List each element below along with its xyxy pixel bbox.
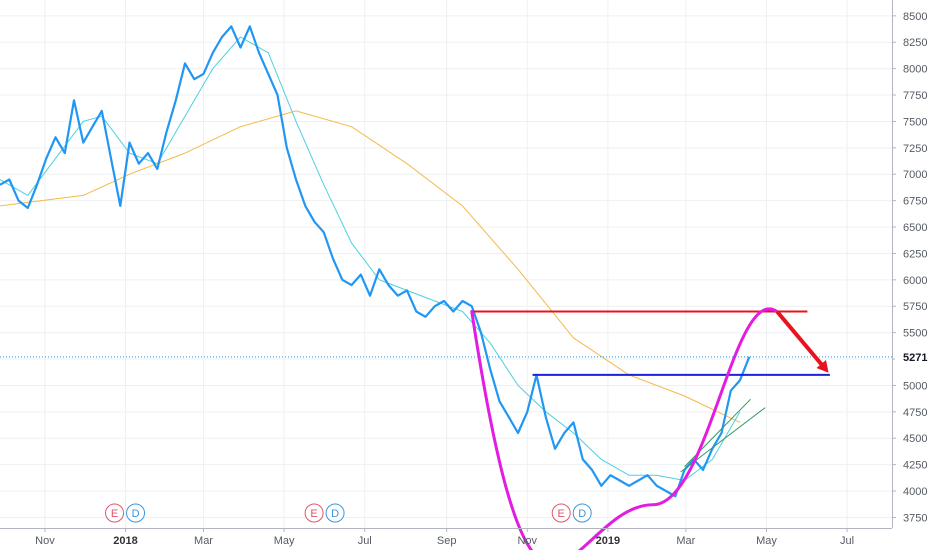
price-tick-label-4500: 4500: [903, 433, 927, 445]
price-tick-label-7500: 7500: [903, 116, 927, 128]
time-tick-label-2: Mar: [194, 535, 213, 547]
event-badge-circle: [325, 503, 345, 523]
event-badge-label: D: [331, 508, 339, 520]
price-tick-label-6500: 6500: [903, 222, 927, 234]
event-badge-label: E: [111, 508, 118, 520]
price-tick-label-5500: 5500: [903, 328, 927, 340]
event-badge-label: E: [310, 508, 317, 520]
price-axis[interactable]: 3750400042504500475050005250550057506000…: [892, 0, 932, 550]
price-tick-label-7750: 7750: [903, 90, 927, 102]
price-tick-label-8500: 8500: [903, 11, 927, 23]
event-badge-circle: [304, 503, 324, 523]
current-price-label-bg: [895, 348, 932, 365]
moving-average-slow-line: [0, 110, 741, 423]
time-axis[interactable]: Nov 2018 Mar May Jul Sep Nov 2019 Mar May Jul: [0, 528, 892, 547]
price-tick-label-3750: 3750: [903, 512, 927, 524]
price-tick-label-6250: 6250: [903, 248, 927, 260]
time-tick-label-9: May: [756, 535, 777, 547]
price-tick-label-6000: 6000: [903, 275, 927, 287]
current-price-label: 5271: [903, 352, 927, 364]
grid: [0, 0, 892, 528]
moving-average-fast: [0, 36, 741, 481]
time-tick-label-4: Jul: [358, 535, 372, 547]
price-axis-bg: [892, 0, 932, 550]
event-badge-e-2[interactable]: E: [551, 503, 571, 523]
breakdown-arrow-head: [816, 360, 829, 373]
event-badge-d-0[interactable]: D: [126, 503, 146, 523]
drawing-annotations[interactable]: [470, 307, 830, 550]
event-badge-d-1[interactable]: D: [325, 503, 345, 523]
breakdown-arrow-shaft: [775, 310, 824, 367]
price-tick-label-4250: 4250: [903, 460, 927, 472]
event-badge-label: E: [558, 508, 565, 520]
time-tick-label-10: Jul: [840, 535, 854, 547]
event-badge-circle: [551, 503, 571, 523]
event-badge-circle: [572, 503, 592, 523]
price-series: [0, 25, 892, 498]
price-tick-label-4000: 4000: [903, 486, 927, 498]
time-tick-label-5: Sep: [437, 535, 457, 547]
price-line: [0, 25, 751, 498]
event-badge-label: D: [578, 508, 586, 520]
moving-average-slow: [0, 110, 741, 423]
time-tick-label-6: Nov: [517, 535, 537, 547]
event-badge-d-2[interactable]: D: [572, 503, 592, 523]
price-tick-label-5750: 5750: [903, 301, 927, 313]
event-badge-circle: [126, 503, 146, 523]
price-tick-label-8250: 8250: [903, 37, 927, 49]
price-tick-label-8000: 8000: [903, 64, 927, 76]
price-tick-label-5000: 5000: [903, 380, 927, 392]
time-tick-label-8: Mar: [676, 535, 695, 547]
time-tick-label-0: Nov: [35, 535, 55, 547]
price-tick-label-6750: 6750: [903, 196, 927, 208]
event-badge-e-0[interactable]: E: [105, 503, 125, 523]
price-tick-label-4750: 4750: [903, 407, 927, 419]
time-tick-label-3: May: [274, 535, 295, 547]
trend-line-1: [684, 398, 751, 468]
time-tick-label-7: 2019: [596, 535, 620, 547]
price-tick-label-7250: 7250: [903, 143, 927, 155]
event-badge-label: D: [132, 508, 140, 520]
moving-average-fast-line: [0, 36, 741, 481]
cup-curve: [470, 307, 779, 550]
time-tick-label-1: 2018: [113, 535, 137, 547]
event-badge-e-1[interactable]: E: [304, 503, 324, 523]
event-badge-circle: [105, 503, 125, 523]
price-tick-label-7000: 7000: [903, 169, 927, 181]
